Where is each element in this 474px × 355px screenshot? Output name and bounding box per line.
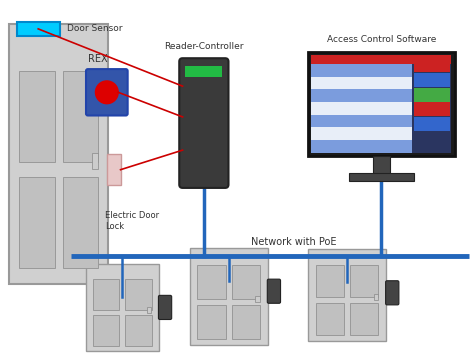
Bar [190, 247, 268, 345]
Text: Network with PoE: Network with PoE [251, 237, 337, 247]
Bar [198, 265, 226, 299]
Bar [349, 173, 414, 181]
Text: Door Sensor: Door Sensor [67, 24, 122, 33]
Bar [414, 73, 449, 87]
Bar [316, 265, 344, 297]
Bar [316, 303, 344, 335]
Bar [93, 279, 119, 310]
Bar [125, 315, 152, 346]
Bar [308, 52, 455, 156]
Bar [63, 177, 98, 268]
Bar [311, 64, 412, 77]
FancyBboxPatch shape [386, 281, 399, 305]
Circle shape [95, 81, 118, 104]
Bar [414, 103, 449, 116]
Bar [412, 55, 451, 153]
Text: Reader-Controller: Reader-Controller [164, 42, 244, 51]
Bar [308, 248, 386, 341]
FancyBboxPatch shape [86, 69, 128, 115]
Bar [311, 115, 412, 127]
Bar [198, 305, 226, 339]
Bar [374, 294, 378, 300]
Bar [232, 305, 260, 339]
Text: Electric Door
Lock: Electric Door Lock [105, 211, 159, 230]
Bar [92, 153, 98, 169]
Bar [311, 55, 451, 153]
Bar [350, 303, 378, 335]
Bar [85, 264, 159, 351]
Bar [232, 265, 260, 299]
Bar [311, 77, 412, 89]
Bar [9, 24, 108, 284]
Bar [373, 156, 390, 174]
Bar [350, 265, 378, 297]
Bar [19, 71, 55, 162]
Text: REX: REX [88, 54, 108, 64]
Bar [414, 88, 449, 102]
Bar [17, 22, 60, 36]
Bar [414, 59, 449, 72]
Bar [63, 71, 98, 162]
Bar [311, 140, 412, 153]
Bar [185, 66, 222, 77]
Bar [311, 89, 412, 102]
Text: Access Control Software: Access Control Software [327, 34, 436, 44]
Bar [311, 102, 412, 115]
Bar [311, 127, 412, 140]
Bar [19, 177, 55, 268]
FancyBboxPatch shape [179, 58, 228, 188]
Bar [147, 307, 151, 313]
Bar [125, 279, 152, 310]
Bar [107, 154, 120, 185]
FancyBboxPatch shape [158, 295, 172, 320]
Bar [414, 117, 449, 131]
Bar [311, 55, 451, 64]
Bar [255, 296, 260, 302]
FancyBboxPatch shape [267, 279, 281, 303]
Bar [93, 315, 119, 346]
